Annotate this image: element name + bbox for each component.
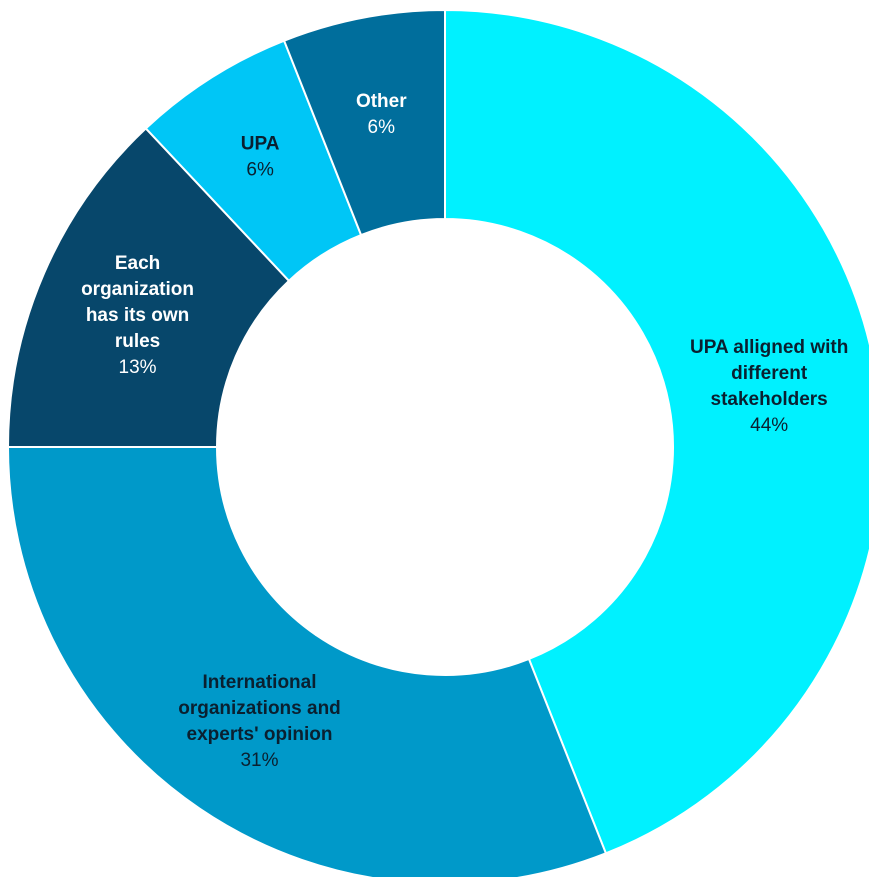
slice-2 — [6, 446, 608, 877]
slice-labels: UPA alligned with different stakeholders 44… — [81, 91, 848, 771]
donut-slices — [6, 8, 869, 877]
slice-value-label: 44% — [750, 415, 788, 436]
slice-3 — [6, 127, 291, 448]
slice-value-label: 6% — [368, 117, 396, 138]
slice-label-5: Other 6% — [356, 91, 407, 138]
slice-name-line: organization — [81, 279, 194, 300]
slice-name-line: stakeholders — [711, 389, 828, 410]
slice-name-line: different — [731, 363, 808, 384]
slice-value-label: 6% — [246, 160, 274, 181]
slice-name-line: rules — [115, 331, 160, 352]
slice-label-1: UPA alligned with different stakeholders 44… — [690, 337, 848, 436]
slice-label-3: Each organization has its own rules 13% — [81, 253, 194, 378]
slice-label-2: International organizations and experts' o… — [178, 672, 341, 771]
slice-1 — [444, 8, 869, 855]
slice-5 — [282, 8, 446, 237]
slice-name-line: UPA — [241, 134, 280, 155]
slice-name-line: organizations and — [178, 698, 341, 719]
slice-value-label: 31% — [240, 750, 278, 771]
slice-value-label: 13% — [119, 357, 157, 378]
slice-name-line: has its own — [86, 305, 189, 326]
slice-name-line: International — [203, 672, 317, 693]
slice-name-line: Other — [356, 91, 407, 112]
slice-name-line: UPA alligned with — [690, 337, 848, 358]
slice-label-4: UPA 6% — [241, 134, 280, 181]
slice-name-line: experts' opinion — [187, 724, 333, 745]
slice-name-line: Each — [115, 253, 160, 274]
